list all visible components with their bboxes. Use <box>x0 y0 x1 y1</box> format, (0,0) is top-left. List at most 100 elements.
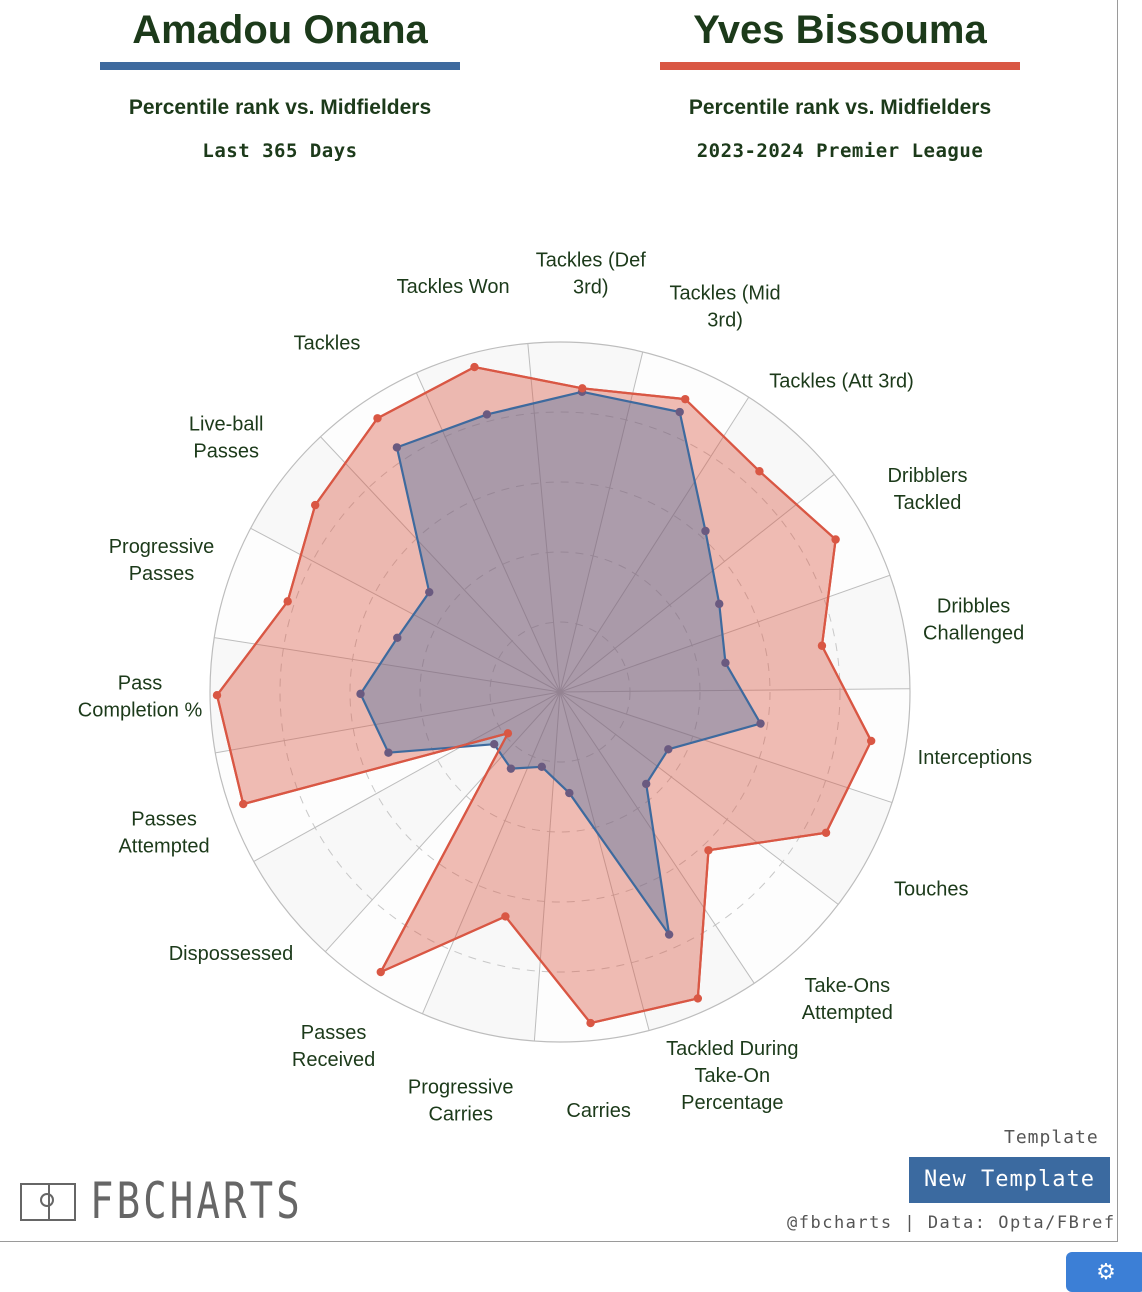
point-onana <box>392 443 402 452</box>
radar-background <box>210 341 910 1042</box>
player2-period: 2023-2024 Premier League <box>696 140 984 162</box>
category-label: Tackles <box>294 333 361 355</box>
category-label: Progressive Carries <box>408 1077 514 1126</box>
radar-spoke <box>559 474 835 693</box>
point-onana <box>489 740 499 749</box>
radar-spoke <box>559 574 891 693</box>
fbcharts-logo: FBCHARTS <box>90 1172 303 1230</box>
radar-sector <box>416 343 560 692</box>
radar-spoke <box>559 688 910 693</box>
radar-sector <box>527 341 643 692</box>
player2-color-bar <box>660 62 1020 70</box>
player1-name: Amadou Onana <box>132 8 428 52</box>
radar-spoke <box>533 691 561 1042</box>
point-onana <box>664 745 673 754</box>
radar-sector <box>560 692 893 905</box>
radar-spoke <box>215 691 561 754</box>
radar-spoke <box>559 351 644 693</box>
point-onana <box>642 779 651 789</box>
point-onana <box>701 526 710 536</box>
radar-grid-ring <box>489 621 631 763</box>
radar-sector <box>560 351 749 692</box>
radar-spoke <box>559 691 650 1031</box>
radar-spoke <box>415 372 561 693</box>
radar-sector <box>325 692 560 1014</box>
point-onana <box>356 689 365 699</box>
radar-sector <box>250 436 560 692</box>
radar-grid-ring <box>419 551 701 833</box>
point-onana <box>675 407 684 417</box>
player2-subtitle: Percentile rank vs. Midfielders <box>688 96 992 119</box>
category-label: Passes Received <box>292 1022 375 1071</box>
point-onana <box>565 788 574 798</box>
radar-sector <box>320 372 560 692</box>
category-label: Touches <box>894 878 969 900</box>
radar-sector <box>560 474 890 692</box>
category-label: Tackles (Def 3rd) <box>536 250 646 299</box>
point-onana <box>721 658 730 667</box>
chart-frame <box>0 0 1118 1242</box>
point-bissouma <box>283 597 292 606</box>
point-onana <box>506 764 516 773</box>
radar-sector <box>534 692 650 1042</box>
player1-period: Last 365 Days <box>202 140 358 162</box>
category-label: Tackled During Take-On Percentage <box>666 1038 798 1114</box>
series-outline-bissouma <box>215 365 873 1025</box>
point-bissouma <box>578 384 587 393</box>
point-onana <box>384 748 393 757</box>
radar-sector <box>215 692 560 862</box>
category-label: Tackles (Mid 3rd) <box>670 282 781 331</box>
point-onana <box>715 599 724 609</box>
point-bissouma <box>831 535 840 544</box>
radar-spoke <box>527 343 561 693</box>
point-bissouma <box>693 994 703 1003</box>
point-bissouma <box>503 729 513 738</box>
category-label: Tackles (Att 3rd) <box>769 370 913 392</box>
radar-spoke <box>325 691 561 953</box>
radar-spoke <box>250 527 561 693</box>
point-onana <box>664 930 674 939</box>
gear-icon[interactable]: ⚙ <box>1066 1252 1142 1292</box>
radar-spoke <box>559 396 750 693</box>
radar-spoke <box>559 691 893 804</box>
point-bissouma <box>586 1018 595 1028</box>
point-bissouma <box>310 500 320 510</box>
category-label: Carries <box>566 1100 630 1122</box>
point-bissouma <box>821 828 831 837</box>
radar-sector <box>560 575 910 692</box>
point-onana <box>482 410 492 419</box>
radar-spoke <box>214 637 561 693</box>
radar-spoke <box>421 691 561 1015</box>
player1-color-bar <box>100 62 460 70</box>
radar-spoke <box>559 691 839 905</box>
category-label: Dispossessed <box>169 943 294 965</box>
radar-sector <box>253 692 560 952</box>
category-label: Passes Attempted <box>118 809 209 858</box>
category-label: Progressive Passes <box>109 536 215 585</box>
point-bissouma <box>239 799 248 809</box>
new-template-button[interactable]: New Template <box>909 1157 1110 1203</box>
category-label: Take-Ons Attempted <box>802 975 893 1024</box>
radar-grid-ring <box>349 481 771 903</box>
pitch-logo-icon <box>20 1183 76 1221</box>
radar-spoke <box>559 691 755 984</box>
radar-sector <box>210 637 560 753</box>
radar-outer-ring <box>209 341 911 1043</box>
point-onana <box>393 633 402 643</box>
radar-grid <box>209 341 911 1043</box>
radar-spoke <box>320 436 561 693</box>
radar-sector <box>560 397 835 692</box>
radar-grid-ring <box>279 411 841 973</box>
point-onana <box>537 762 546 772</box>
series-area-onana <box>359 390 762 936</box>
point-bissouma <box>212 691 222 700</box>
point-bissouma <box>755 467 764 476</box>
radar-sector <box>422 692 560 1042</box>
category-label: Dribblers Tackled <box>887 465 967 514</box>
point-bissouma <box>376 967 385 977</box>
point-bissouma <box>501 912 510 921</box>
point-bissouma <box>704 846 713 855</box>
radar-chart: Tackles (Def 3rd) Tackles (Mid 3rd) Tackles … <box>78 250 1032 1126</box>
radar-series <box>212 362 876 1028</box>
template-label: Template <box>1004 1127 1099 1148</box>
